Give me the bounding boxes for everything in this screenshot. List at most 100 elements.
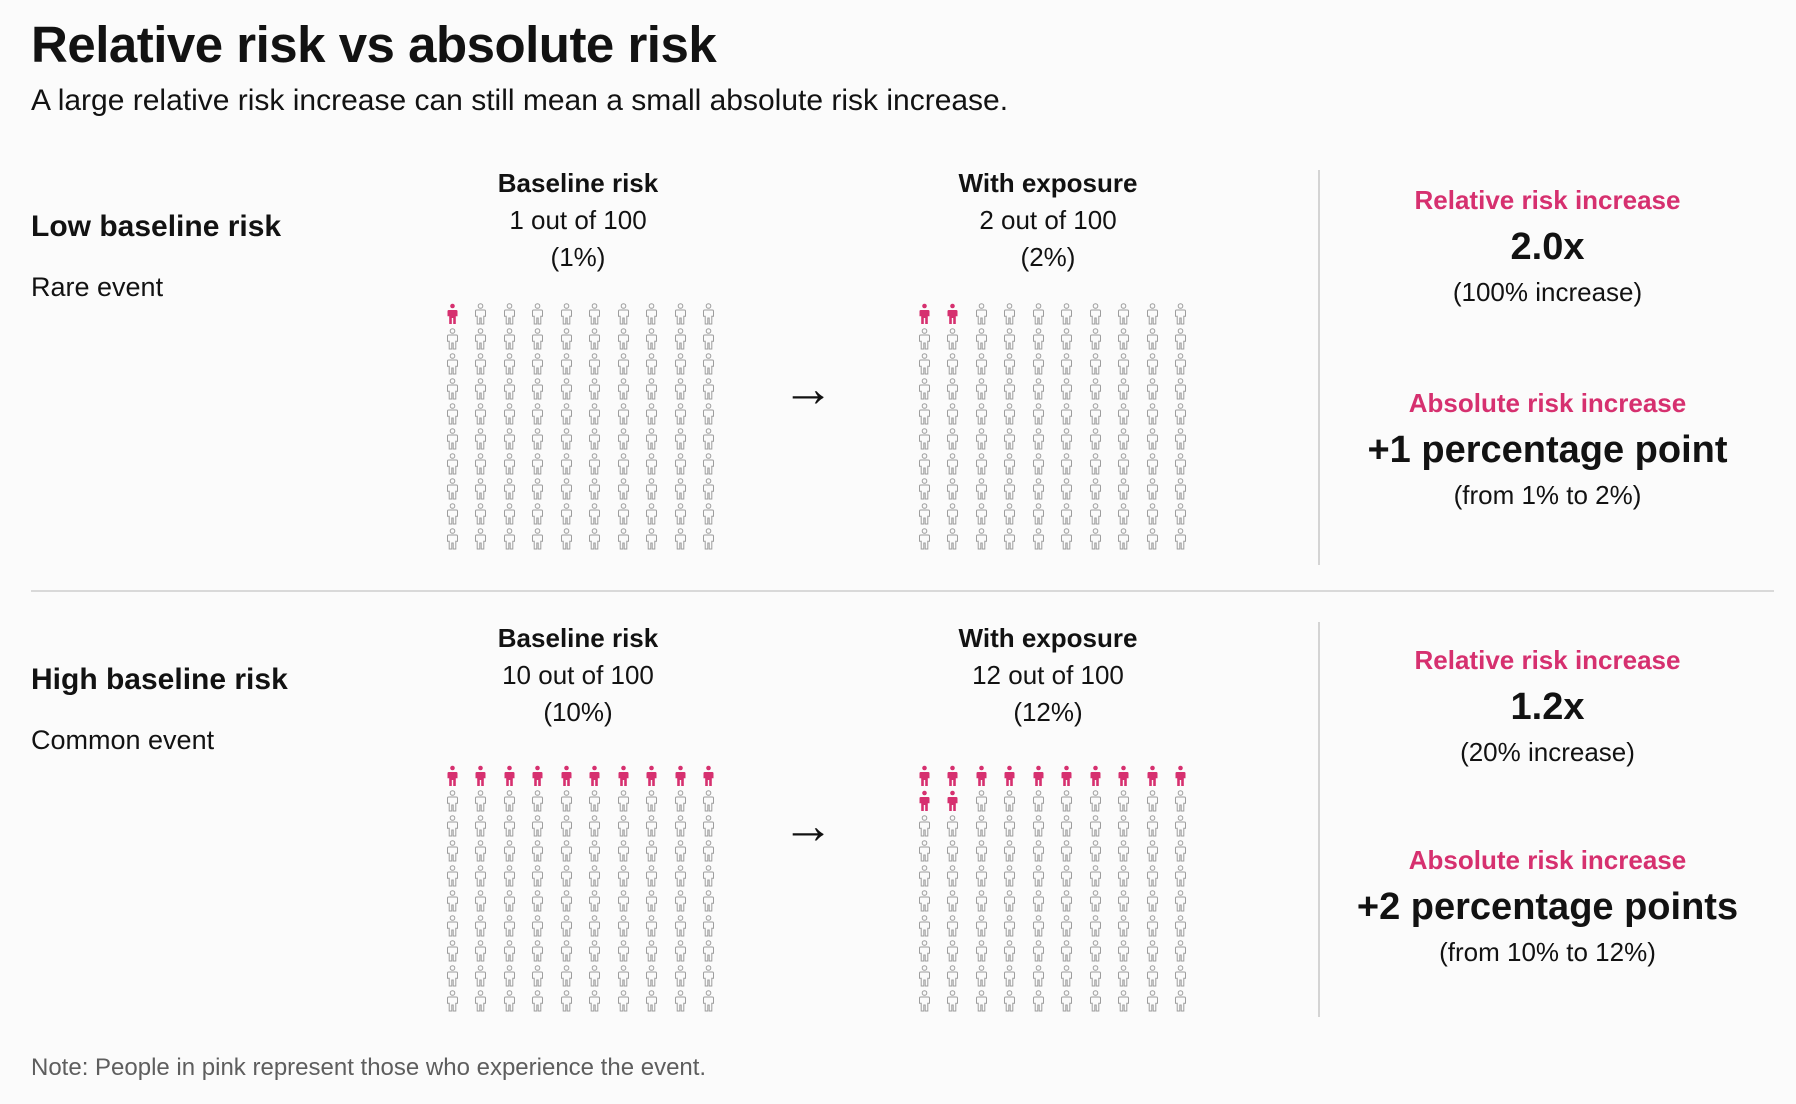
person-icon — [475, 402, 487, 424]
person-icon — [589, 502, 601, 524]
person-icon — [1089, 427, 1101, 449]
person-unaffected — [1138, 963, 1167, 988]
person-icon — [975, 889, 987, 911]
person-icon — [1061, 452, 1073, 474]
person-unaffected — [910, 526, 939, 551]
person-affected — [996, 763, 1025, 788]
person-unaffected — [552, 301, 581, 326]
person-unaffected — [467, 501, 496, 526]
person-unaffected — [695, 376, 724, 401]
person-icon — [1032, 914, 1044, 936]
person-icon — [1032, 939, 1044, 961]
person-unaffected — [666, 838, 695, 863]
exposure-count: 2 out of 100 — [979, 205, 1117, 235]
person-icon — [674, 914, 686, 936]
person-unaffected — [524, 426, 553, 451]
person-affected — [438, 763, 467, 788]
person-icon — [1061, 889, 1073, 911]
person-unaffected — [581, 888, 610, 913]
person-unaffected — [609, 963, 638, 988]
person-icon — [1032, 889, 1044, 911]
person-icon — [1175, 939, 1187, 961]
person-icon — [560, 527, 572, 549]
person-icon — [446, 477, 458, 499]
person-unaffected — [939, 501, 968, 526]
person-unaffected — [609, 301, 638, 326]
person-unaffected — [1138, 938, 1167, 963]
person-unaffected — [467, 838, 496, 863]
person-icon — [475, 914, 487, 936]
person-unaffected — [1167, 426, 1196, 451]
person-icon — [975, 839, 987, 861]
person-icon — [446, 377, 458, 399]
person-unaffected — [1167, 376, 1196, 401]
person-icon — [475, 477, 487, 499]
person-icon — [532, 302, 544, 324]
person-icon — [617, 864, 629, 886]
person-icon — [1004, 477, 1016, 499]
person-icon — [674, 327, 686, 349]
person-unaffected — [1024, 963, 1053, 988]
person-unaffected — [552, 351, 581, 376]
person-icon — [1061, 402, 1073, 424]
baseline-count: 1 out of 100 — [509, 205, 647, 235]
person-icon — [1175, 914, 1187, 936]
person-unaffected — [695, 888, 724, 913]
exposure-people-grid — [910, 301, 1195, 551]
person-unaffected — [1138, 401, 1167, 426]
person-unaffected — [1024, 938, 1053, 963]
person-icon — [532, 452, 544, 474]
person-icon — [446, 402, 458, 424]
person-unaffected — [666, 863, 695, 888]
exposure-header: With exposure 2 out of 100 (2%) — [888, 165, 1208, 276]
person-icon — [532, 964, 544, 986]
person-unaffected — [495, 838, 524, 863]
person-unaffected — [666, 401, 695, 426]
person-unaffected — [524, 913, 553, 938]
person-unaffected — [666, 938, 695, 963]
person-unaffected — [695, 963, 724, 988]
person-icon — [1061, 939, 1073, 961]
person-unaffected — [967, 501, 996, 526]
person-unaffected — [1110, 501, 1139, 526]
person-unaffected — [609, 401, 638, 426]
person-unaffected — [552, 451, 581, 476]
person-unaffected — [939, 838, 968, 863]
person-affected — [581, 763, 610, 788]
person-icon — [947, 864, 959, 886]
person-icon — [475, 989, 487, 1011]
person-unaffected — [495, 788, 524, 813]
person-icon — [475, 939, 487, 961]
person-icon — [475, 839, 487, 861]
person-icon — [1032, 377, 1044, 399]
person-unaffected — [581, 813, 610, 838]
person-unaffected — [552, 913, 581, 938]
person-icon — [1175, 302, 1187, 324]
person-unaffected — [495, 401, 524, 426]
person-unaffected — [581, 301, 610, 326]
person-unaffected — [1167, 888, 1196, 913]
person-unaffected — [581, 501, 610, 526]
person-icon — [975, 502, 987, 524]
person-icon — [503, 989, 515, 1011]
person-unaffected — [581, 476, 610, 501]
person-icon — [1004, 352, 1016, 374]
person-unaffected — [1053, 838, 1082, 863]
person-icon — [1118, 427, 1130, 449]
person-icon — [947, 402, 959, 424]
person-icon — [617, 789, 629, 811]
person-icon — [947, 427, 959, 449]
person-icon — [589, 327, 601, 349]
person-unaffected — [1110, 326, 1139, 351]
person-unaffected — [910, 401, 939, 426]
person-unaffected — [1024, 401, 1053, 426]
person-unaffected — [1110, 476, 1139, 501]
person-unaffected — [1110, 838, 1139, 863]
person-unaffected — [996, 376, 1025, 401]
person-unaffected — [910, 863, 939, 888]
person-icon — [1089, 502, 1101, 524]
person-icon — [1118, 302, 1130, 324]
person-unaffected — [495, 813, 524, 838]
absolute-risk-value: +2 percentage points — [1356, 886, 1739, 928]
person-icon — [1004, 914, 1016, 936]
